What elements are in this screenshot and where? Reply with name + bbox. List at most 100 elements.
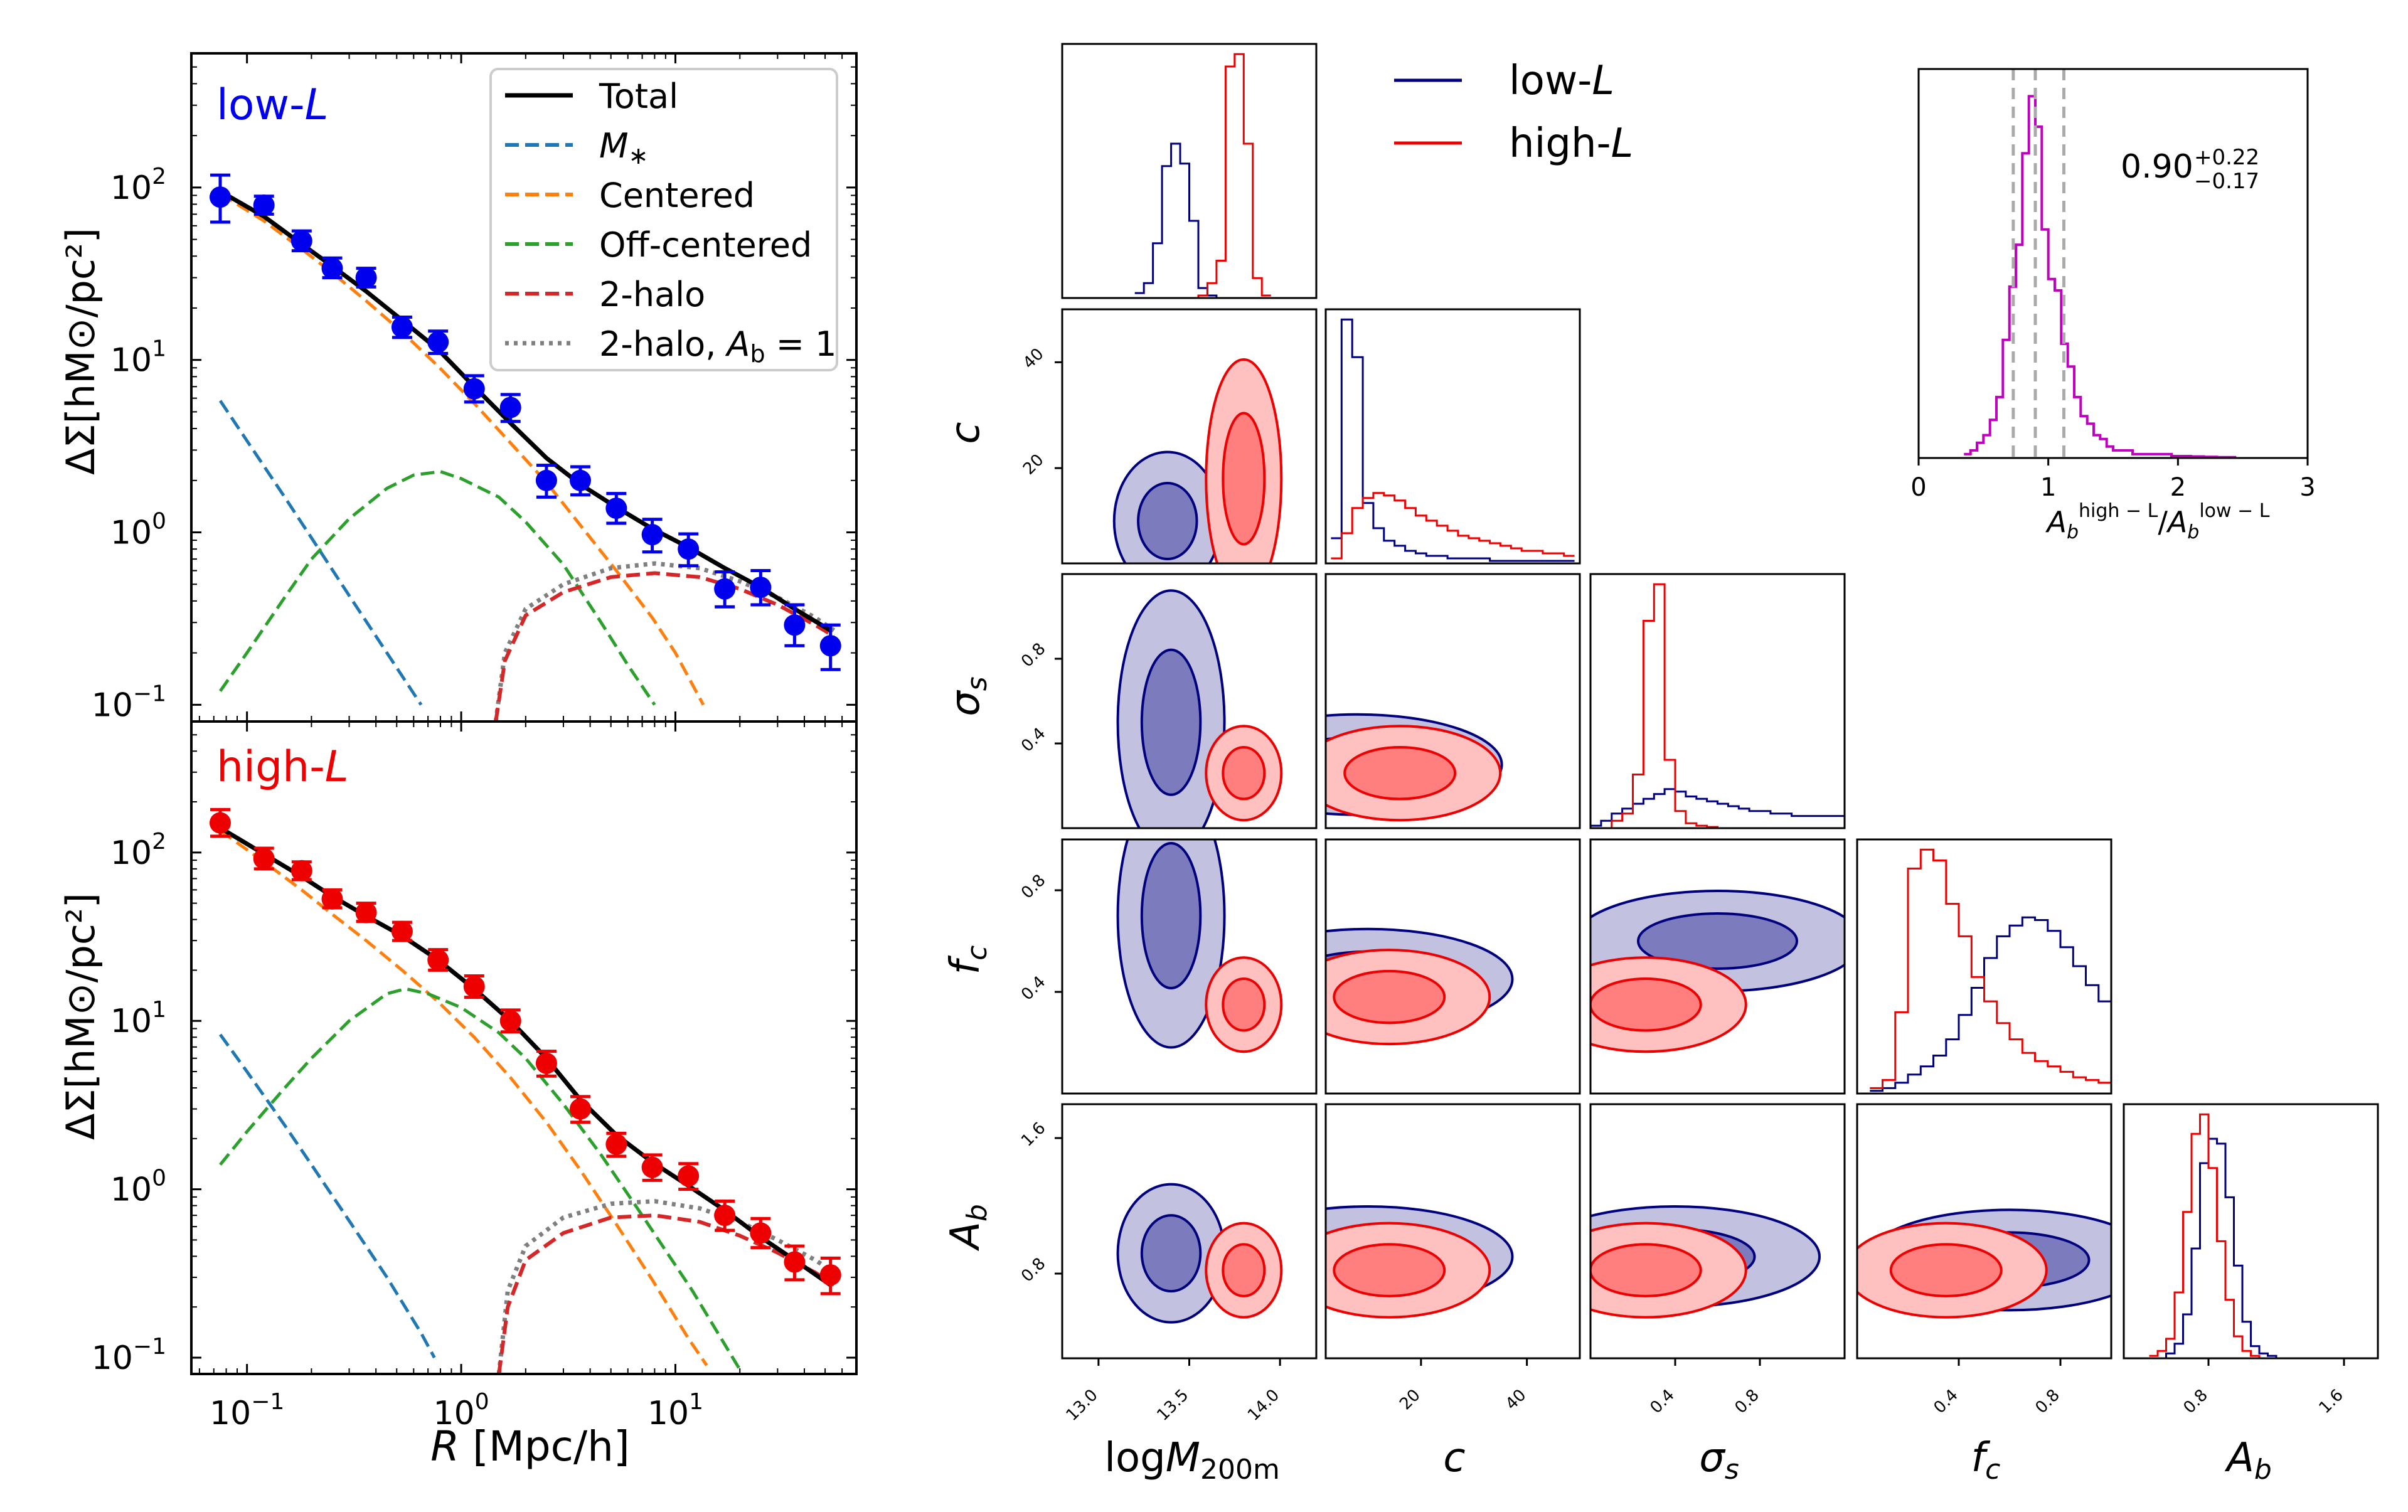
data-point [569,1098,591,1120]
data-point [569,469,591,491]
profile-panel-frame [190,720,858,1375]
corner-ylabel-fc: fc [942,945,993,975]
data-point [641,1156,663,1178]
low-L-contour-68 [1140,1214,1202,1293]
corner-panel-frame [1061,838,1318,1095]
legend-frame [489,68,838,371]
x-tick-label: 101 [647,1389,703,1432]
data-point [209,812,231,834]
corner-panel-frame [1589,838,1846,1095]
ratio-x-tick-label: 1 [2040,473,2056,502]
contour-panel-c-sigma [1326,713,1503,822]
data-point [427,331,449,353]
corner-y-tick-label: 0.8 [1018,1254,1049,1286]
profile-plot-area [209,173,841,721]
data-point [784,1251,806,1273]
corner-xlabel-Ab: Ab [2224,1435,2272,1486]
corner-x-tick-label: 13.0 [1063,1386,1102,1425]
low-L-panel-label: low-L [216,80,329,130]
data-point [290,860,312,881]
series-line-m- [218,1033,436,1359]
ratio-x-axis-label: Abhigh − L/Ablow − L [2045,500,2269,543]
hist-step-high-L [1870,848,2111,1089]
x-tick-label: 10−1 [210,1389,284,1432]
corner-panel-frame [1324,573,1581,829]
corner-y-tick-label: 40 [1020,344,1048,373]
y-tick-label: 100 [110,1166,166,1209]
hist-step-high-L [1590,583,1845,828]
data-point [321,257,343,279]
contour-panel-logM-fc [1116,839,1283,1053]
corner-ylabel-Ab: Ab [942,1204,993,1252]
low-L-lensing-profile-panel: 102 101 100 10−1 [92,52,858,724]
corner-ylabel-sigma: σs [942,676,993,716]
data-point [499,397,521,418]
corner-y-tick-label: 1.6 [1018,1119,1049,1150]
data-point [784,614,806,636]
corner-legend: low-L high-L [1394,58,1633,167]
contour-panel-c-fc [1326,927,1514,1046]
corner-panel-frame [1061,573,1318,829]
data-point [391,316,413,338]
corner-x-tick-label: 0.4 [1930,1386,1961,1417]
high-L-contour-68 [1333,969,1446,1025]
corner-panel-frame [1061,308,1318,565]
low-L-contour-68 [1140,842,1202,989]
corner-panel-frame [1061,43,1318,299]
high-L-contour-68 [1222,1243,1266,1297]
hist-step-low-L [1870,916,2111,1092]
data-point [290,230,312,252]
legend-offcentered-label: Off-centered [599,225,812,265]
data-point [355,267,377,289]
series-line-2-halo [494,571,835,721]
low-L-contour-68 [1637,912,1798,970]
series-line-m- [218,400,423,706]
data-point [321,888,343,910]
high-L-panel-label: high-L [216,742,349,792]
data-point [209,186,231,208]
series-line-2-halo [497,1213,835,1374]
data-point [678,538,700,560]
data-point [499,1010,521,1032]
data-point [714,578,736,600]
corner-panel-frame [1324,308,1581,565]
marginal-histogram-Ab [2149,1113,2285,1358]
corner-xlabel-c: c [1443,1435,1465,1481]
corner-panel-frame [1324,838,1581,1095]
ratio-x-tick-label: 2 [2170,473,2186,502]
corner-xlabel-logM: logM200m [1104,1435,1280,1486]
low-L-contour-68 [1137,482,1198,560]
hist-step-low-L [1331,318,1575,562]
high-L-contour-68 [1343,746,1457,801]
profile-legend: Total M∗ Centered Off-centered 2-halo 2-… [489,68,838,371]
y-tick-label: 101 [110,336,166,380]
contour-panel-logM-c [1112,358,1283,563]
high-L-contour-68 [1222,412,1266,546]
data-point [714,1205,736,1227]
corner-x-tick-label: 0.8 [1731,1386,1762,1417]
corner-xlabel-fc: fc [1971,1435,2001,1486]
marginal-histogram-logM [1134,53,1271,298]
data-point [750,1222,772,1244]
corner-x-tick-label: 40 [1502,1386,1530,1414]
contour-panel-sigma-fc [1590,890,1845,1053]
corner-xlabel-sigma: σs [1699,1435,1739,1486]
corner-panel-frame [1589,573,1846,829]
corner-y-tick-label: 0.4 [1018,724,1049,755]
legend-mstar-label: M∗ [599,126,648,169]
data-point [535,1052,557,1074]
corner-x-tick-label: 20 [1396,1386,1424,1414]
corner-x-tick-label: 13.5 [1153,1386,1192,1425]
corner-legend-low-label: low-L [1509,58,1614,104]
data-point [391,920,413,942]
corner-x-tick-label: 0.8 [2032,1386,2063,1417]
data-point [463,976,485,998]
ratio-annotation-plus: +0.22 [2194,145,2259,170]
corner-y-tick-label: 20 [1020,450,1048,479]
x-tick-label: 100 [434,1389,489,1432]
high-L-lensing-profile-panel: 10−1 100 101 102 101 100 10−1 [92,720,858,1432]
top-y-axis-label: ΔΣ[hM⊙/pc²] [58,228,104,475]
corner-panel-frame [1856,1103,2112,1360]
ratio-hist-step [1964,95,2237,459]
